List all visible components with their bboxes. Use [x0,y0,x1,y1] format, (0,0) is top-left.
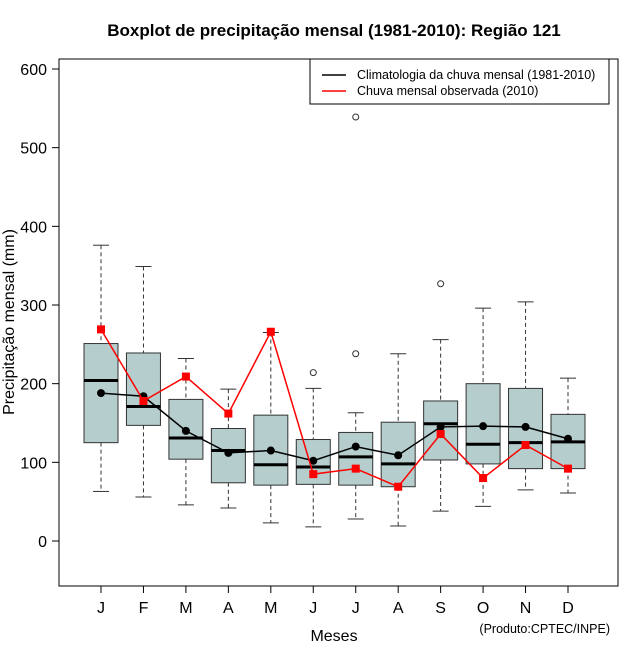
climatology-point [224,448,233,457]
legend-label-climatology: Climatologia da chuva mensal (1981-2010) [357,68,595,82]
climatology-point [521,422,530,431]
observed-point [139,396,148,405]
observed-point [564,464,572,473]
observed-point [181,372,190,381]
box-iqr [125,352,161,426]
observed-point [224,409,233,418]
legend-box [309,58,610,105]
legend-label-observed: Chuva mensal observada (2010) [357,84,538,98]
x-axis-label: Meses [310,628,357,645]
observed-point [436,430,445,439]
x-tick-label: S [435,600,446,617]
y-axis: 0 100 200 300 400 500 600 [20,62,59,551]
y-tick-label: 0 [38,534,47,551]
footer-credit: (Produto:CPTEC/INPE) [479,622,610,636]
observed-point [521,441,530,450]
x-tick-label: O [477,600,489,617]
y-tick-label: 600 [20,62,47,79]
x-tick-label: J [352,600,360,617]
climatology-point [564,434,572,443]
climatology-point [181,426,190,435]
plot-frame [58,58,619,587]
outlier-point [437,280,445,288]
y-tick-label: 100 [20,455,47,472]
outlier-point [352,350,360,358]
y-tick-label: 200 [20,377,47,394]
x-tick-label: M [179,600,192,617]
box-iqr [338,431,374,486]
climatology-point [436,422,445,431]
climatology-point [394,451,403,460]
x-tick-label: A [393,600,404,617]
boxes [83,113,586,528]
observed-point [479,474,488,483]
observed-point [266,327,275,336]
x-tick-label: M [264,600,277,617]
climatology-point [266,446,275,455]
observed-point [351,464,360,473]
x-tick-label: F [139,600,149,617]
series-lines [97,325,572,491]
x-tick-label: D [562,600,574,617]
climatology-point [351,442,360,451]
observed-point [97,325,105,334]
y-tick-label: 500 [20,141,47,158]
outlier-point [309,369,317,377]
y-axis-label: Precipitação mensal (mm) [1,229,18,415]
climatology-point [309,456,318,465]
x-tick-label: N [520,600,532,617]
series-line-observed [100,329,569,488]
chart-title: Boxplot de precipitação mensal (1981-201… [107,21,561,40]
y-tick-label: 300 [20,298,47,315]
x-tick-label: J [97,600,105,617]
y-tick-label: 400 [20,219,47,236]
legend: Climatologia da chuva mensal (1981-2010)… [309,58,610,105]
box-iqr [210,428,246,484]
observed-point [309,470,318,479]
climatology-point [479,422,488,431]
observed-point [394,482,403,491]
climatology-point [97,389,105,398]
series-line-climatology [100,392,569,462]
outlier-point [352,113,360,121]
x-tick-label: A [223,600,234,617]
x-tick-label: J [309,600,317,617]
